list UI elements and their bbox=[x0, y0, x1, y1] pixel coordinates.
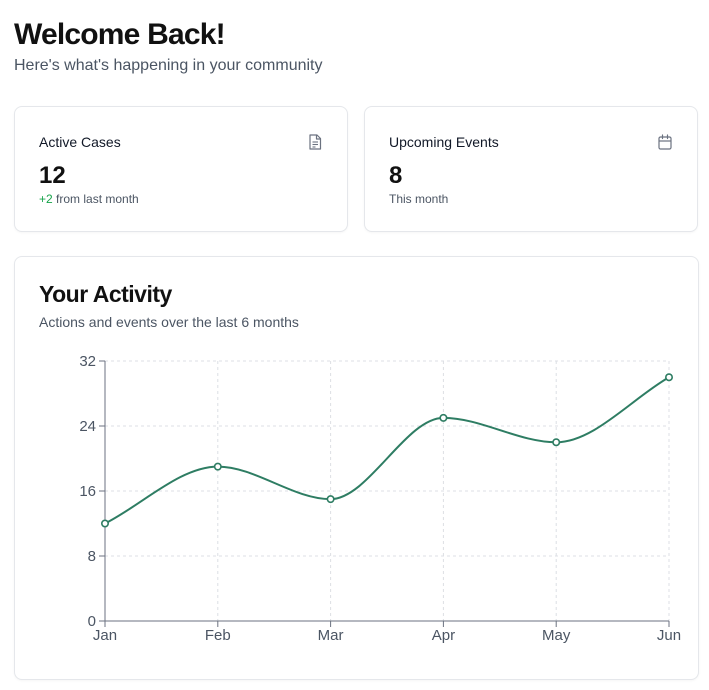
upcoming-events-card: Upcoming Events 8 This month bbox=[364, 106, 698, 232]
activity-title: Your Activity bbox=[39, 281, 172, 307]
active-cases-note: +2 from last month bbox=[39, 192, 139, 206]
y-tick-label: 8 bbox=[88, 548, 96, 565]
upcoming-events-note: This month bbox=[389, 192, 449, 206]
data-point bbox=[101, 519, 110, 528]
x-tick-label: Mar bbox=[318, 627, 344, 644]
data-point bbox=[552, 438, 561, 447]
y-tick-label: 16 bbox=[79, 483, 96, 500]
y-tick-label: 0 bbox=[88, 613, 96, 630]
data-point bbox=[213, 462, 222, 471]
x-tick-label: Jan bbox=[93, 627, 117, 644]
y-tick-label: 24 bbox=[79, 418, 96, 435]
data-point bbox=[326, 495, 335, 504]
x-tick-label: Apr bbox=[432, 627, 455, 644]
document-icon bbox=[309, 134, 322, 150]
upcoming-events-value: 8 bbox=[389, 162, 403, 189]
active-cases-note-text: from last month bbox=[52, 192, 139, 206]
page-subtitle: Here's what's happening in your communit… bbox=[14, 57, 323, 74]
data-point bbox=[439, 413, 448, 422]
calendar-icon bbox=[658, 134, 672, 150]
activity-card: Your Activity Actions and events over th… bbox=[14, 256, 699, 680]
active-cases-label: Active Cases bbox=[39, 134, 121, 150]
data-point bbox=[664, 373, 673, 382]
upcoming-events-label: Upcoming Events bbox=[389, 134, 499, 150]
x-tick-label: Feb bbox=[205, 627, 231, 644]
active-cases-value: 12 bbox=[39, 162, 66, 189]
page-title: Welcome Back! bbox=[14, 18, 226, 51]
y-tick-label: 32 bbox=[79, 353, 96, 370]
active-cases-card: Active Cases 12 +2 from last month bbox=[14, 106, 348, 232]
x-tick-label: May bbox=[542, 627, 571, 644]
x-tick-label: Jun bbox=[657, 627, 681, 644]
activity-line-chart: 0 8 16 24 32 Jan Feb Mar Apr May Jun bbox=[79, 353, 681, 644]
active-cases-delta: +2 bbox=[39, 192, 53, 206]
activity-series-line bbox=[104, 376, 670, 525]
activity-subtitle: Actions and events over the last 6 month… bbox=[39, 314, 299, 330]
